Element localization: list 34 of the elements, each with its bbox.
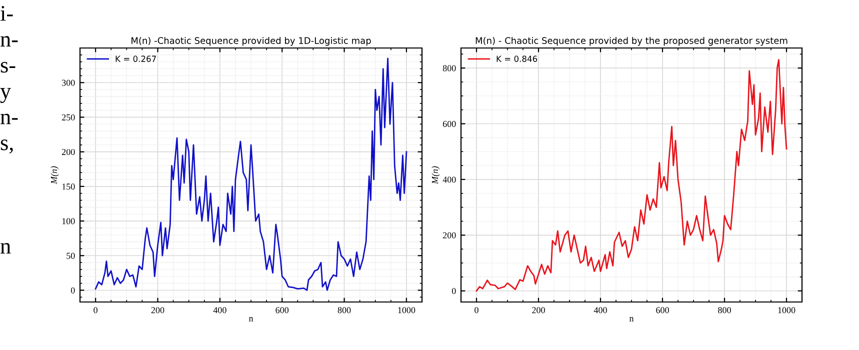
y-axis-title: M(n) <box>432 166 440 184</box>
y-axis-title: M(n) <box>50 166 59 184</box>
x-tick-label: 0 <box>94 307 98 314</box>
x-tick-label: 600 <box>656 307 669 314</box>
y-tick-label: 800 <box>442 65 456 72</box>
y-tick-label: 600 <box>442 120 456 127</box>
line-series <box>94 58 408 291</box>
chart-title: M(n) - Chaotic Sequence provided by the proposed generator system <box>476 36 788 46</box>
y-tick-label: 100 <box>62 218 75 224</box>
x-axis-title: n <box>248 317 254 322</box>
legend-label: K = 0.846 <box>496 56 538 62</box>
y-tick-label: 200 <box>62 148 75 156</box>
x-tick-label: 600 <box>276 307 289 314</box>
y-tick-label: 0 <box>70 287 75 294</box>
y-tick-label: 300 <box>62 80 75 86</box>
x-tick-label: 1000 <box>778 307 796 314</box>
x-tick-label: 800 <box>718 307 731 314</box>
y-tick-label: 50 <box>66 252 75 259</box>
x-tick-label: 200 <box>151 307 164 314</box>
x-tick-label: 0 <box>474 307 478 314</box>
y-tick-label: 200 <box>442 232 456 238</box>
x-tick-label: 200 <box>532 307 545 314</box>
y-tick-label: 250 <box>62 114 75 120</box>
x-tick-label: 1000 <box>398 307 416 314</box>
x-tick-label: 800 <box>338 307 351 314</box>
x-tick-label: 400 <box>213 307 226 314</box>
y-tick-label: 150 <box>62 184 75 190</box>
y-tick-label: 400 <box>442 176 456 183</box>
y-tick-label: 0 <box>452 288 456 294</box>
x-axis-title: n <box>629 317 634 322</box>
chart-title: M(n) -Chaotic Sequence provided by 1D-Logistic map <box>132 36 371 46</box>
x-tick-label: 400 <box>594 307 607 314</box>
legend-label: K = 0.267 <box>116 56 156 62</box>
text: i- n- s- y n- s, n <box>0 6 18 254</box>
